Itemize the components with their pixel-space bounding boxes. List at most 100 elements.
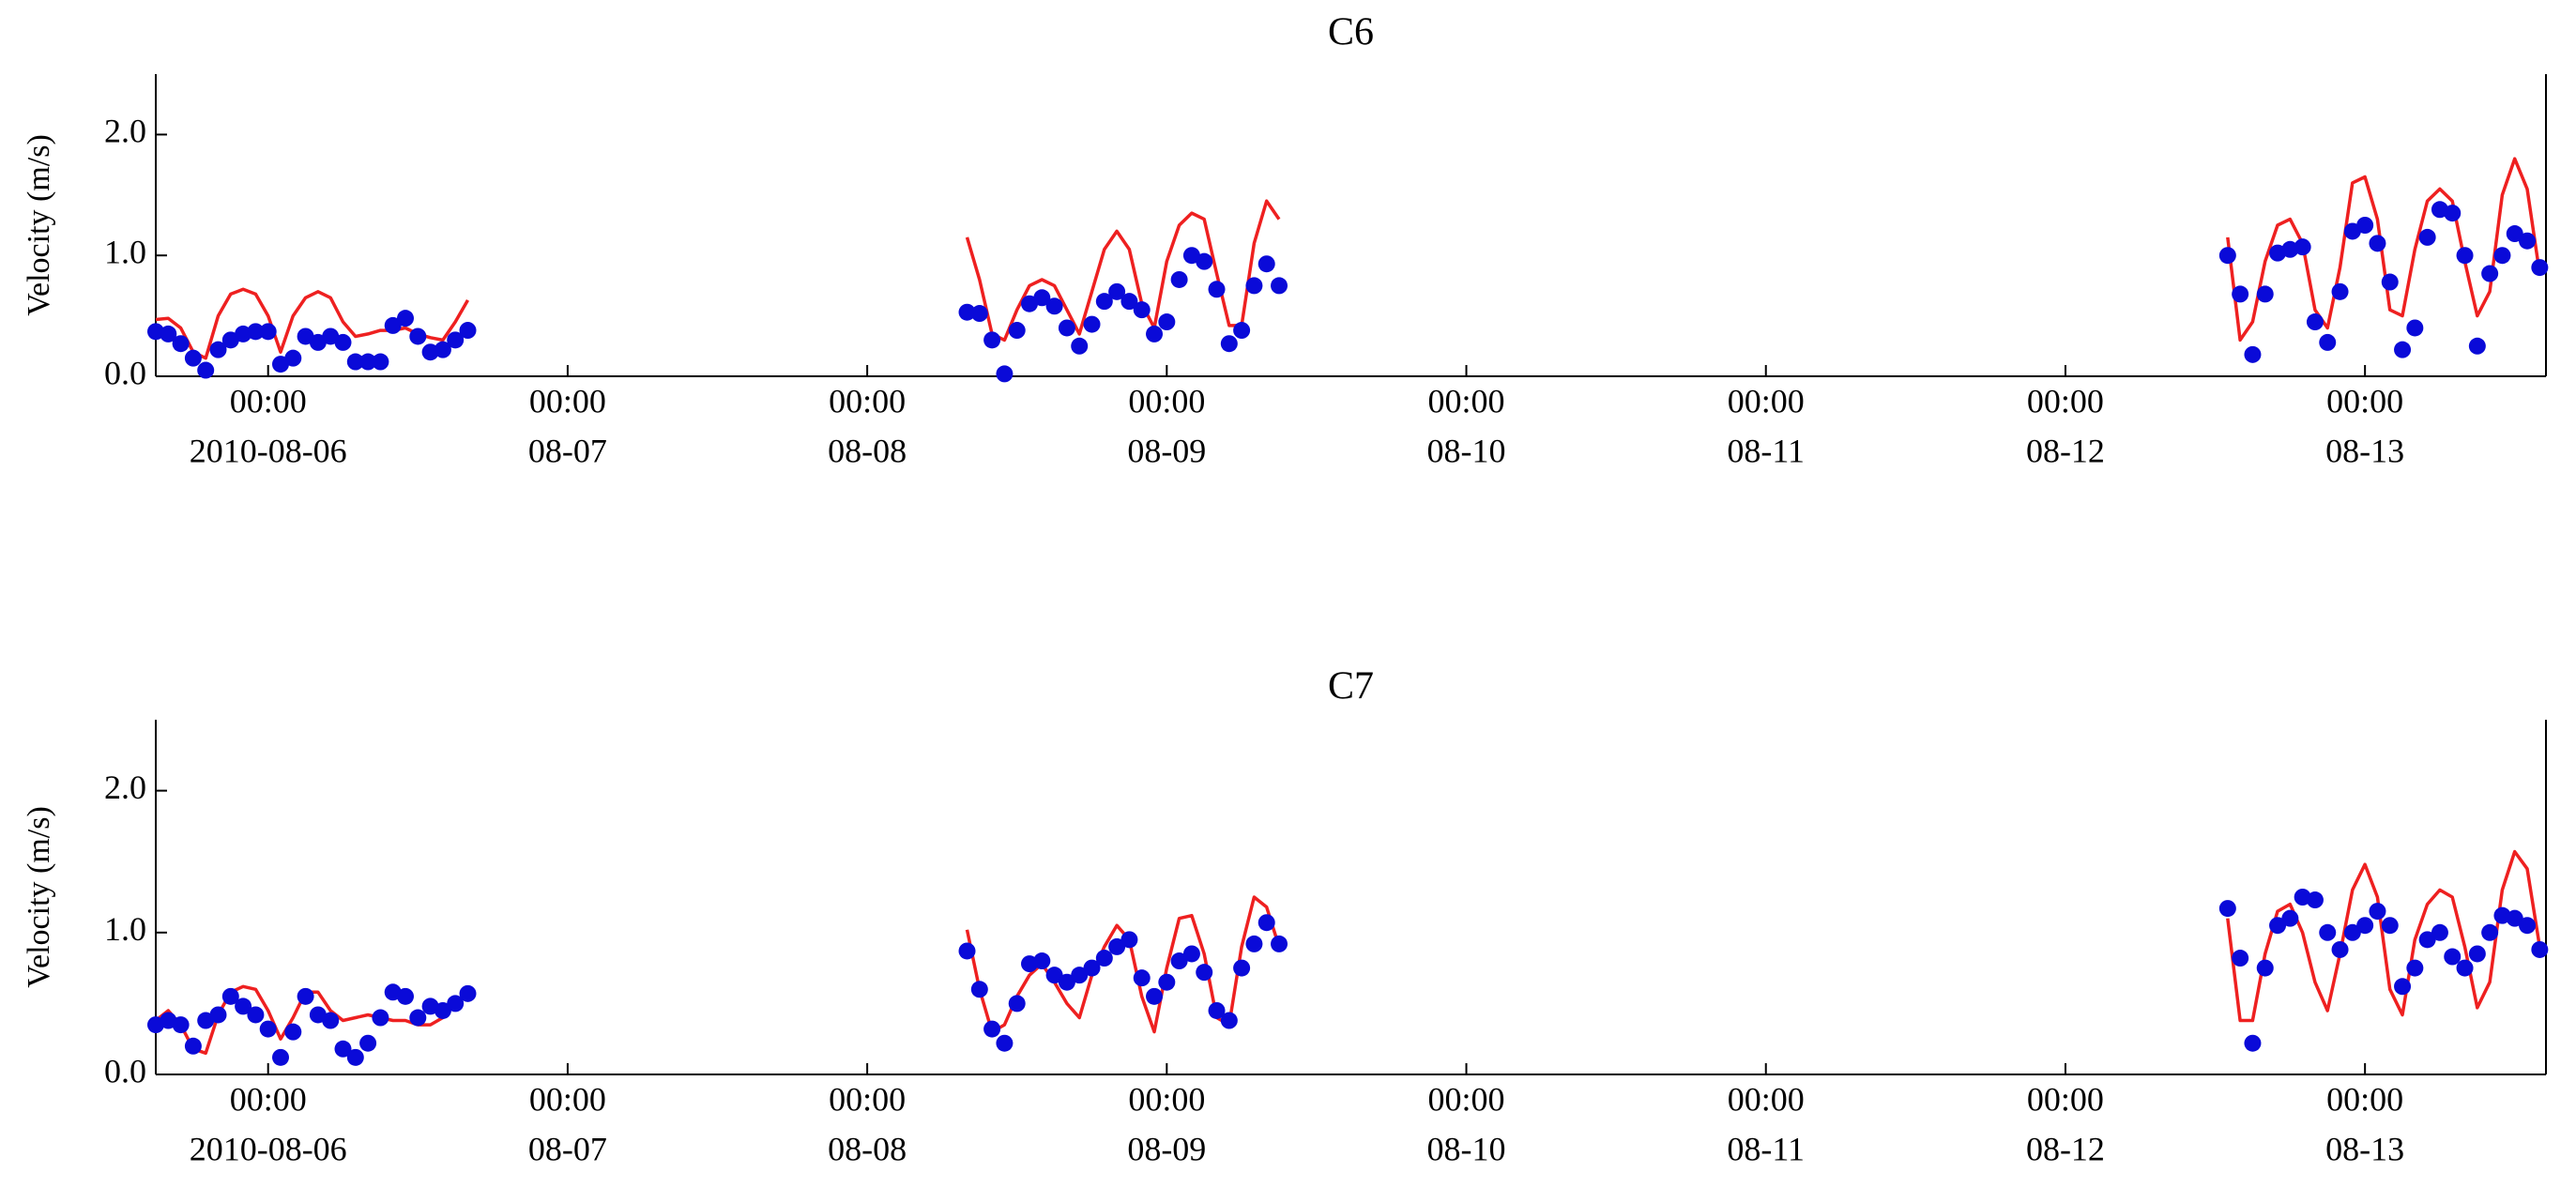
observed-point (1008, 995, 1026, 1013)
x-tick-label: 08-08 (828, 432, 907, 469)
observed-point (2444, 948, 2462, 966)
observed-point (1196, 252, 1213, 270)
x-tick-label: 00:00 (230, 1080, 307, 1118)
observed-point (2481, 265, 2499, 282)
observed-point (958, 942, 976, 960)
observed-point (996, 1034, 1014, 1052)
observed-point (983, 1020, 1001, 1038)
observed-point (1170, 952, 1188, 970)
x-tick-label: 00:00 (829, 1080, 906, 1118)
observed-point (272, 1048, 290, 1066)
observed-point (1245, 935, 1263, 952)
observed-point (2244, 1034, 2262, 1052)
observed-point (1108, 282, 1126, 300)
x-tick-label: 2010-08-06 (190, 1130, 347, 1167)
observed-point (322, 1012, 340, 1029)
observed-point (459, 984, 477, 1002)
x-tick-label: 08-08 (828, 1130, 907, 1167)
observed-point (1058, 973, 1075, 991)
observed-point (2468, 337, 2486, 355)
observed-point (1083, 315, 1101, 333)
observed-point (2394, 978, 2412, 996)
observed-point (184, 349, 202, 367)
x-tick-label: 08-11 (1727, 432, 1805, 469)
observed-point (1133, 301, 1151, 319)
observed-point (284, 349, 302, 367)
observed-point (2493, 247, 2511, 265)
observed-point (983, 331, 1001, 349)
observed-point (1146, 987, 1164, 1005)
y-tick-label: 2.0 (104, 769, 146, 806)
x-tick-label: 08-09 (1127, 1130, 1206, 1167)
observed-point (2356, 917, 2374, 935)
x-tick-label: 00:00 (2027, 382, 2104, 419)
observed-point (2331, 282, 2349, 300)
x-tick-label: 08-10 (1427, 432, 1506, 469)
observed-point (2356, 217, 2374, 234)
observed-point (259, 1020, 277, 1038)
observed-point (397, 310, 415, 327)
observed-point (2244, 345, 2262, 363)
observed-point (2506, 225, 2523, 243)
observed-point (1071, 967, 1089, 984)
observed-point (1271, 277, 1288, 295)
y-tick-label: 2.0 (104, 113, 146, 150)
observed-point (372, 1009, 389, 1027)
observed-point (2369, 903, 2386, 921)
observed-point (1258, 255, 1275, 273)
observed-point (197, 361, 215, 379)
x-tick-label: 00:00 (2027, 1080, 2104, 1118)
observed-point (2218, 900, 2236, 918)
x-tick-label: 08-13 (2325, 1130, 2404, 1167)
observed-point (1120, 293, 1138, 311)
observed-point (2456, 959, 2474, 977)
observed-point (447, 995, 465, 1013)
observed-point (2343, 923, 2361, 941)
observed-point (2232, 950, 2249, 967)
x-tick-label: 2010-08-06 (190, 432, 347, 469)
observed-point (2294, 238, 2311, 256)
observed-point (2406, 319, 2424, 337)
observed-point (284, 1023, 302, 1041)
observed-point (2369, 235, 2386, 252)
model-line (155, 157, 2542, 360)
chart-title: C7 (1328, 665, 1374, 708)
observed-point (160, 325, 177, 343)
x-tick-label: 00:00 (1128, 382, 1205, 419)
observed-point (359, 1034, 377, 1052)
observed-point (397, 987, 415, 1005)
observed-point (2456, 247, 2474, 265)
observed-point (2232, 285, 2249, 303)
observed-point (1095, 950, 1113, 967)
observed-point (1182, 247, 1200, 265)
x-tick-label: 08-12 (2026, 1130, 2105, 1167)
y-tick-label: 1.0 (104, 910, 146, 948)
observed-point (322, 327, 340, 345)
observed-point (147, 323, 164, 341)
observed-point (259, 323, 277, 341)
observed-point (309, 333, 327, 351)
observed-point (447, 331, 465, 349)
observed-point (958, 303, 976, 321)
observed-point (2418, 931, 2436, 949)
observed-point (384, 316, 402, 334)
observed-point (1083, 959, 1101, 977)
observed-point (1095, 293, 1113, 311)
observed-point (1120, 931, 1138, 949)
observed-point (2531, 940, 2549, 958)
observed-point (221, 331, 239, 349)
observed-point (2519, 917, 2537, 935)
observed-point (2531, 259, 2549, 277)
y-tick-label: 0.0 (104, 1052, 146, 1089)
chart-title: C6 (1328, 11, 1374, 54)
observed-point (2394, 341, 2412, 358)
observed-point (2381, 917, 2399, 935)
observed-point (1233, 322, 1251, 340)
observed-point (1008, 322, 1026, 340)
x-tick-label: 08-07 (528, 432, 607, 469)
x-tick-label: 00:00 (529, 382, 606, 419)
observed-point (2281, 909, 2299, 927)
x-tick-label: 00:00 (230, 382, 307, 419)
observed-point (2331, 940, 2349, 958)
